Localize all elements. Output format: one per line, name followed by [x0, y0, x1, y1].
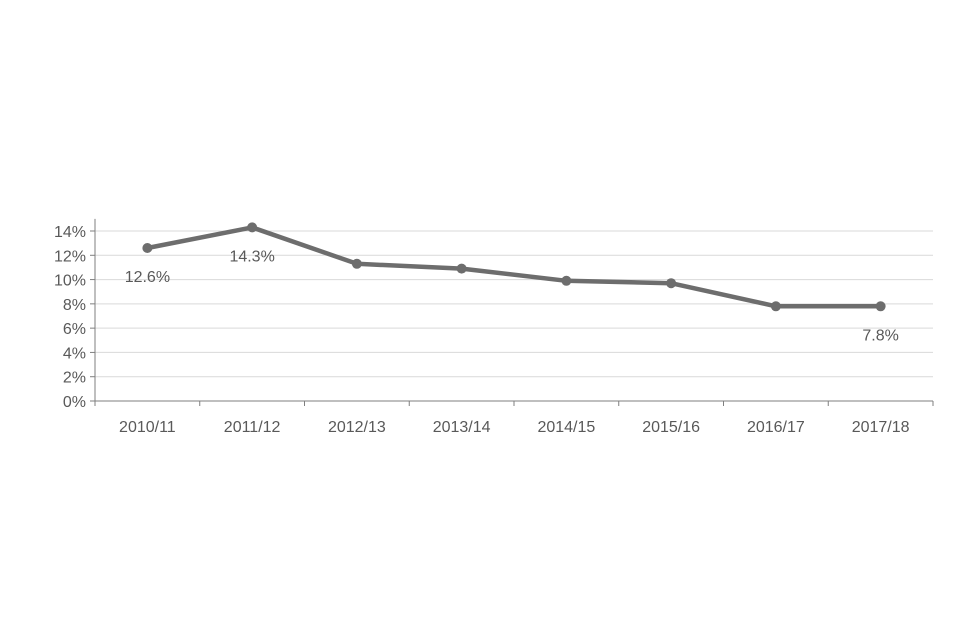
data-labels: 12.6% 14.3% 7.8%: [125, 248, 899, 344]
x-tick-label: 2016/17: [747, 419, 805, 436]
data-point: [247, 222, 258, 233]
y-tick-label: 6%: [63, 321, 86, 338]
series-line: [145, 225, 883, 309]
series-group: [142, 222, 886, 312]
axes: [94, 218, 933, 402]
y-tick-label: 8%: [63, 297, 86, 314]
y-tick-label: 12%: [54, 248, 86, 265]
y-tick-label: 14%: [54, 224, 86, 241]
y-tick-label: 2%: [63, 370, 86, 387]
data-label: 7.8%: [862, 327, 898, 344]
data-label: 14.3%: [229, 248, 274, 265]
gridlines: [95, 230, 933, 378]
x-tick-label: 2017/18: [852, 419, 910, 436]
data-point: [561, 275, 572, 286]
x-tick-label: 2011/12: [224, 419, 281, 436]
data-point: [142, 242, 153, 253]
data-point: [351, 258, 362, 269]
y-tick-label: 4%: [63, 345, 86, 362]
data-label: 12.6%: [125, 269, 170, 286]
y-tick-label: 0%: [63, 394, 86, 411]
x-tick-label: 2012/13: [328, 419, 386, 436]
data-point: [456, 263, 467, 274]
x-tick-label: 2010/11: [119, 419, 176, 436]
x-axis-ticks: 2010/11 2011/12 2012/13 2013/14 2014/15 2015/…: [94, 401, 934, 436]
y-tick-label: 10%: [54, 273, 86, 290]
x-tick-label: 2015/16: [642, 419, 700, 436]
x-tick-label: 2014/15: [537, 419, 595, 436]
data-point: [666, 278, 677, 289]
y-axis-ticks: 0% 2% 4% 6% 8% 10% 12% 14%: [54, 224, 95, 411]
x-tick-label: 2013/14: [433, 419, 491, 436]
data-point: [875, 301, 886, 312]
data-point: [770, 301, 781, 312]
